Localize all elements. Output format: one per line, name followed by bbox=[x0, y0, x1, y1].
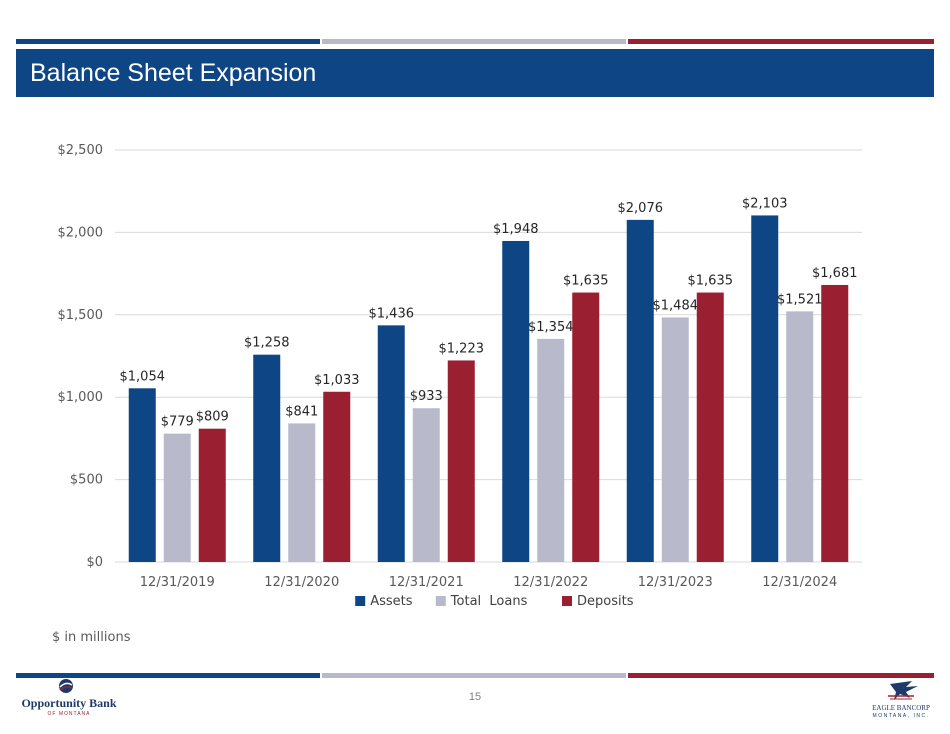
bar bbox=[661, 317, 689, 562]
data-label: $1,054 bbox=[120, 369, 166, 384]
bar bbox=[502, 240, 530, 562]
page-title: Balance Sheet Expansion bbox=[30, 59, 317, 87]
units-footnote: $ in millions bbox=[52, 630, 131, 645]
legend-swatch bbox=[355, 596, 366, 606]
data-label: $1,258 bbox=[244, 336, 290, 351]
data-label: $1,484 bbox=[653, 298, 699, 313]
data-label: $1,635 bbox=[688, 274, 734, 289]
x-tick-label: 12/31/2022 bbox=[513, 575, 588, 590]
page-number: 15 bbox=[468, 691, 482, 703]
data-label: $933 bbox=[410, 389, 443, 404]
top-stripe-gray bbox=[322, 39, 626, 44]
bar bbox=[377, 325, 405, 562]
bar bbox=[821, 284, 849, 562]
y-tick-label: $500 bbox=[70, 473, 103, 488]
legend-label: Total Loans bbox=[450, 594, 528, 609]
legend-swatch bbox=[435, 596, 446, 606]
bar bbox=[163, 433, 191, 562]
data-label: $1,436 bbox=[369, 306, 415, 321]
eagle-bancorp-name: EAGLE BANCORP bbox=[872, 704, 930, 712]
y-tick-label: $2,000 bbox=[58, 225, 104, 240]
y-tick-label: $2,500 bbox=[58, 143, 104, 158]
data-label: $1,521 bbox=[777, 292, 823, 307]
bottom-stripe-navy bbox=[16, 673, 320, 678]
x-tick-label: 12/31/2019 bbox=[140, 575, 215, 590]
top-stripe-navy bbox=[16, 39, 320, 44]
opportunity-bank-sub: OF MONTANA bbox=[47, 711, 91, 717]
y-tick-label: $0 bbox=[86, 555, 103, 570]
data-label: $841 bbox=[285, 404, 318, 419]
y-tick-label: $1,500 bbox=[58, 308, 104, 323]
bottom-stripe-maroon bbox=[628, 673, 934, 678]
data-label: $1,033 bbox=[314, 373, 360, 388]
opportunity-bank-name: Opportunity Bank bbox=[21, 696, 117, 710]
bar bbox=[198, 428, 226, 562]
data-label: $809 bbox=[196, 410, 229, 425]
x-tick-label: 12/31/2020 bbox=[264, 575, 339, 590]
legend-swatch bbox=[562, 596, 572, 606]
bar bbox=[288, 423, 316, 562]
bar bbox=[626, 219, 654, 563]
bar bbox=[751, 215, 779, 562]
eagle-bancorp-sub: MONTANA, INC. bbox=[872, 713, 930, 719]
bar bbox=[572, 292, 600, 562]
data-label: $779 bbox=[161, 415, 194, 430]
bar bbox=[537, 338, 565, 562]
data-label: $1,948 bbox=[493, 222, 539, 237]
opportunity-bank-logo: Opportunity Bank OF MONTANA bbox=[14, 678, 124, 718]
y-tick-label: $1,000 bbox=[58, 390, 104, 405]
data-label: $1,354 bbox=[528, 320, 574, 335]
eagle-bancorp-logo: EAGLE BANCORP MONTANA, INC. bbox=[866, 678, 936, 722]
data-label: $1,223 bbox=[439, 341, 485, 356]
bar bbox=[323, 391, 351, 562]
x-tick-label: 12/31/2023 bbox=[638, 575, 713, 590]
bar bbox=[696, 292, 724, 562]
bar bbox=[447, 360, 475, 562]
bar bbox=[253, 354, 281, 562]
eagle-emblem-icon bbox=[888, 681, 918, 700]
bar bbox=[128, 388, 156, 562]
data-label: $1,681 bbox=[812, 266, 858, 281]
data-label: $2,103 bbox=[742, 196, 788, 211]
title-bar: Balance Sheet Expansion bbox=[16, 49, 934, 97]
x-tick-label: 12/31/2021 bbox=[389, 575, 464, 590]
data-label: $2,076 bbox=[618, 201, 664, 216]
top-stripe-maroon bbox=[628, 39, 934, 44]
bar bbox=[786, 311, 814, 562]
legend-label: Assets bbox=[370, 594, 413, 609]
x-tick-label: 12/31/2024 bbox=[762, 575, 837, 590]
bottom-stripe-gray bbox=[322, 673, 626, 678]
bar bbox=[412, 408, 440, 562]
opportunity-bank-emblem-icon bbox=[59, 679, 73, 693]
legend-label: Deposits bbox=[577, 594, 634, 609]
data-label: $1,635 bbox=[563, 274, 609, 289]
